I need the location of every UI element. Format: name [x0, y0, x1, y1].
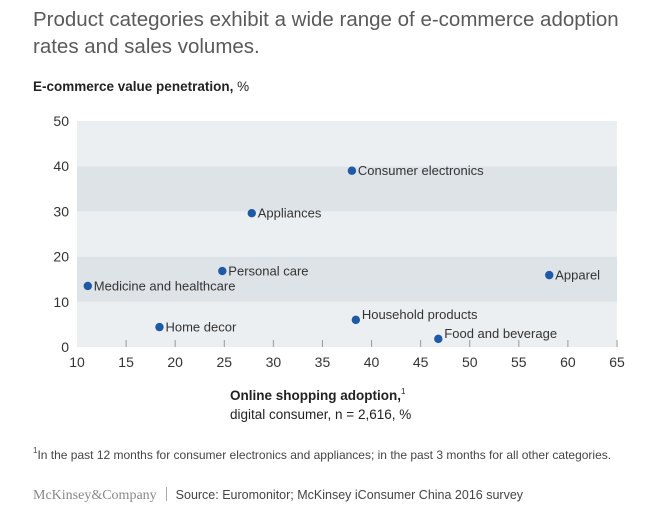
x-tick-label: 50 — [462, 354, 478, 370]
x-tick-label: 60 — [560, 354, 576, 370]
point-marker — [351, 315, 361, 325]
x-axis-label-bold: Online shopping adoption, — [230, 388, 401, 403]
x-tick-label: 30 — [266, 354, 282, 370]
footnote-marker: 1 — [33, 446, 38, 455]
band-20-30 — [77, 211, 617, 257]
point-marker — [247, 209, 256, 218]
data-point: Home decor — [155, 320, 237, 335]
y-tick-label: 40 — [53, 158, 69, 174]
footnote: 1In the past 12 months for consumer elec… — [33, 442, 623, 464]
source-line: McKinsey&Company Source: Euromonitor; McK… — [33, 487, 523, 504]
x-tick-label: 45 — [413, 354, 429, 370]
y-tick-label: 10 — [53, 294, 69, 310]
data-point: Appliances — [247, 206, 322, 221]
data-point: Medicine and healthcare — [83, 278, 236, 293]
data-point: Food and beverage — [434, 326, 557, 344]
point-label: Household products — [362, 307, 478, 322]
x-tick-label: 65 — [609, 354, 625, 370]
x-axis-label: Online shopping adoption,1 digital consu… — [230, 382, 411, 424]
background-bands — [77, 121, 617, 347]
data-point: Personal care — [218, 264, 309, 279]
point-label: Medicine and healthcare — [94, 278, 236, 293]
point-marker — [155, 322, 164, 332]
band-40-50 — [77, 121, 617, 167]
point-marker — [83, 281, 93, 291]
y-axis-label: E-commerce value penetration, % — [33, 79, 249, 94]
point-marker — [347, 166, 357, 175]
point-label: Food and beverage — [444, 326, 557, 341]
x-tick-label: 40 — [364, 354, 380, 370]
point-marker — [434, 334, 443, 344]
point-label: Consumer electronics — [358, 163, 484, 178]
point-label: Apparel — [555, 268, 600, 283]
y-tick-label: 20 — [53, 249, 69, 265]
x-tick-label: 25 — [216, 354, 232, 370]
x-tick-label: 35 — [315, 354, 331, 370]
data-points: Consumer electronics Appliances Personal c… — [83, 163, 600, 344]
point-marker — [218, 266, 227, 276]
y-tick-label: 0 — [61, 339, 69, 355]
data-point: Household products — [351, 307, 478, 325]
band-0-10 — [77, 301, 617, 347]
chart-title: Product categories exhibit a wide range … — [33, 8, 619, 58]
divider — [165, 487, 167, 501]
x-axis-ticks: 10 15 20 25 30 35 40 45 50 55 60 65 — [69, 340, 625, 370]
point-marker — [545, 270, 554, 280]
source-text: Source: Euromonitor; McKinsey iConsumer … — [175, 488, 524, 502]
x-tick-label: 15 — [118, 354, 134, 370]
brand-logo: McKinsey&Company — [33, 488, 157, 503]
x-tick-label: 20 — [167, 354, 183, 370]
band-10-20 — [77, 256, 617, 302]
y-axis-ticks: 0 10 20 30 40 50 — [53, 113, 69, 355]
point-label: Home decor — [165, 320, 236, 335]
x-axis-label-sub: digital consumer, n = 2,616, % — [230, 407, 412, 422]
y-axis-label-bold: E-commerce value penetration, — [33, 79, 234, 94]
data-point: Consumer electronics — [347, 163, 484, 178]
y-tick-label: 50 — [53, 113, 69, 129]
point-label: Appliances — [258, 206, 322, 221]
x-tick-label: 55 — [511, 354, 527, 370]
x-axis-footnote-marker: 1 — [400, 387, 406, 396]
y-axis-label-unit: % — [237, 79, 250, 94]
footnote-text: In the past 12 months for consumer elect… — [37, 448, 612, 462]
point-label: Personal care — [228, 264, 308, 279]
x-tick-label: 10 — [69, 354, 85, 370]
band-30-40 — [77, 166, 617, 212]
y-tick-label: 30 — [53, 203, 69, 219]
data-point: Apparel — [545, 268, 600, 283]
